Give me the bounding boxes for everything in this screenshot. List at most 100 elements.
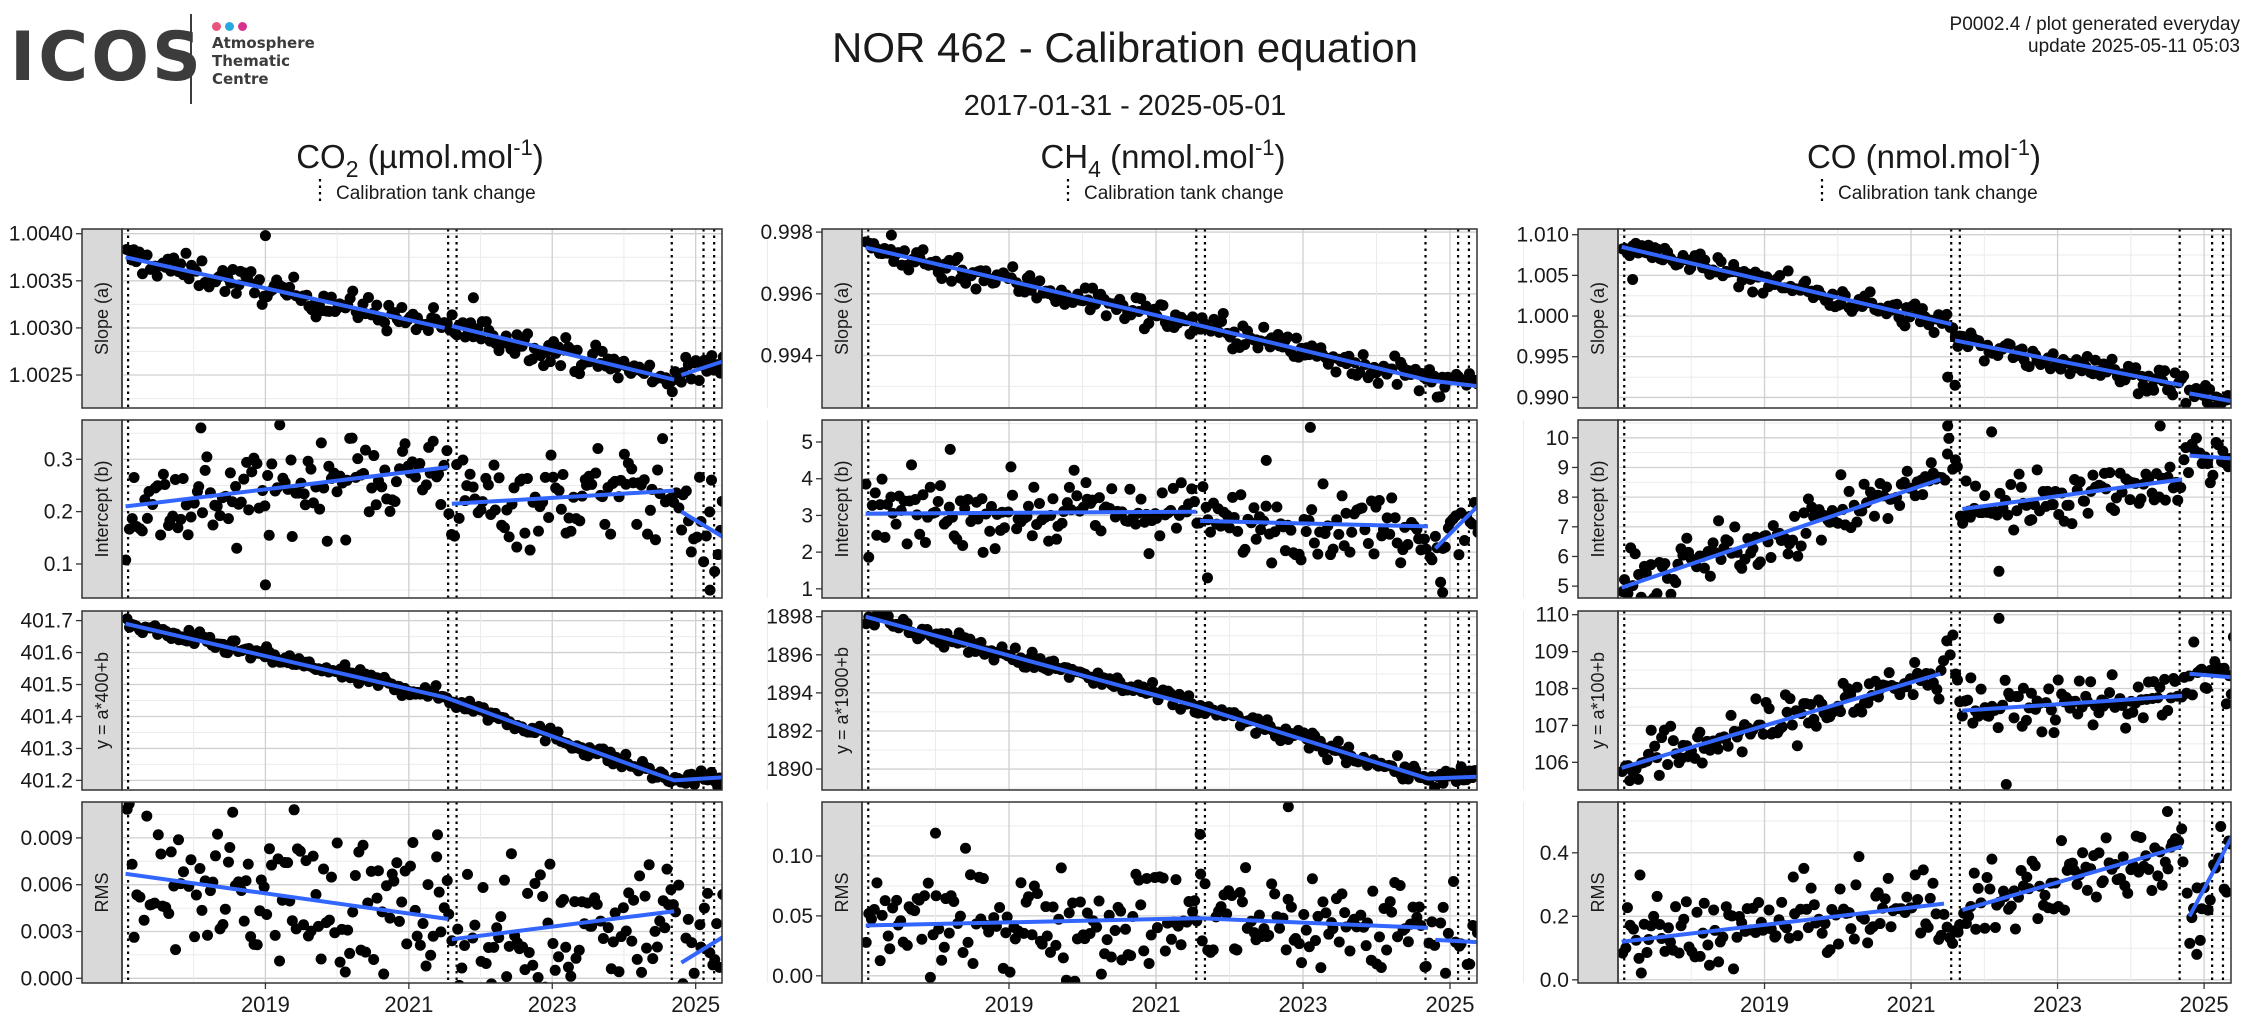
data-point xyxy=(1810,720,1822,732)
data-point xyxy=(1317,478,1329,490)
data-point xyxy=(1642,748,1654,760)
data-point xyxy=(2023,361,2035,373)
data-point xyxy=(219,285,231,297)
data-point xyxy=(1250,533,1262,545)
data-point xyxy=(1975,683,1987,695)
data-point xyxy=(916,933,928,945)
data-point xyxy=(1175,477,1187,489)
data-point xyxy=(1696,757,1708,769)
data-point xyxy=(1856,706,1868,718)
data-point xyxy=(1944,649,1956,661)
data-point xyxy=(1901,465,1913,477)
data-point xyxy=(884,943,896,955)
data-point xyxy=(196,904,208,916)
data-point xyxy=(1850,879,1862,891)
data-point xyxy=(1260,500,1272,512)
data-point xyxy=(1004,966,1016,978)
data-point xyxy=(505,848,517,860)
data-point xyxy=(555,503,567,515)
data-point xyxy=(315,437,327,449)
data-point xyxy=(1883,667,1895,679)
data-point xyxy=(626,935,638,947)
legend-tank-change-label: Calibration tank change xyxy=(1084,183,1284,204)
info-line: update 2025-05-11 05:03 xyxy=(2028,36,2240,57)
y-tick-label: 0.995 xyxy=(1516,346,1569,369)
data-point xyxy=(1894,499,1906,511)
data-point xyxy=(1091,921,1103,933)
data-point xyxy=(1429,781,1441,790)
data-point xyxy=(1703,959,1715,971)
data-point xyxy=(2154,420,2166,432)
data-point xyxy=(1375,961,1387,973)
data-point xyxy=(2043,683,2055,695)
data-point xyxy=(1765,552,1777,564)
data-point xyxy=(1858,913,1870,925)
y-tick-label: 401.5 xyxy=(20,674,73,697)
data-point xyxy=(368,450,380,462)
data-point xyxy=(2005,900,2017,912)
data-point xyxy=(1963,910,1975,922)
fit-line xyxy=(125,871,449,922)
data-point xyxy=(1332,735,1344,747)
data-point xyxy=(607,936,619,948)
data-point xyxy=(498,874,510,886)
data-point xyxy=(1653,769,1665,781)
points xyxy=(862,611,1477,790)
data-point xyxy=(1418,533,1430,545)
fit-line xyxy=(2187,834,2231,918)
data-point xyxy=(1964,511,1976,523)
data-point xyxy=(1356,502,1368,514)
data-point xyxy=(1235,489,1247,501)
data-point xyxy=(2032,913,2044,925)
data-point xyxy=(876,473,888,485)
data-point xyxy=(1101,934,1113,946)
data-point xyxy=(1296,957,1308,969)
data-point xyxy=(587,348,599,360)
data-point xyxy=(1391,378,1403,390)
title-subscript: 4 xyxy=(1088,156,1101,182)
data-point xyxy=(704,506,716,518)
data-point xyxy=(1026,929,1038,941)
data-point xyxy=(182,529,194,541)
y-tick-label: 0.998 xyxy=(760,221,813,244)
data-point xyxy=(1026,530,1038,542)
data-point xyxy=(874,955,886,967)
data-point xyxy=(1355,909,1367,921)
data-point xyxy=(905,459,917,471)
data-point xyxy=(917,489,929,501)
data-point xyxy=(1629,548,1641,560)
data-point xyxy=(259,500,271,512)
data-point xyxy=(529,877,541,889)
data-point xyxy=(1322,754,1334,766)
data-point xyxy=(1009,642,1021,654)
panel: RMS 0.0 0.2 0.4 xyxy=(1540,801,2232,992)
data-point xyxy=(475,333,487,345)
data-point xyxy=(1916,303,1928,315)
data-point xyxy=(2059,904,2071,916)
data-point xyxy=(1386,492,1398,504)
data-point xyxy=(2026,514,2038,526)
data-point xyxy=(1333,936,1345,948)
data-point xyxy=(269,929,281,941)
fit-line xyxy=(1962,477,2183,511)
data-point xyxy=(1754,556,1766,568)
y-tick-label: 0.1 xyxy=(44,553,73,576)
data-point xyxy=(2201,458,2213,470)
data-point xyxy=(362,292,374,304)
data-point xyxy=(1933,693,1945,705)
data-point xyxy=(331,837,343,849)
data-point xyxy=(2201,682,2213,694)
data-point xyxy=(1435,917,1447,929)
fit-line xyxy=(1621,901,1945,944)
y-tick-label: 5 xyxy=(1557,575,1569,598)
data-point xyxy=(1063,481,1075,493)
data-point xyxy=(628,894,640,906)
data-point xyxy=(1231,944,1243,956)
panel-strip xyxy=(821,801,863,984)
data-point xyxy=(553,485,565,497)
data-point xyxy=(1471,764,1477,776)
data-point xyxy=(1240,862,1252,874)
data-point xyxy=(491,922,503,934)
data-point xyxy=(1188,496,1200,508)
data-point xyxy=(634,870,646,882)
